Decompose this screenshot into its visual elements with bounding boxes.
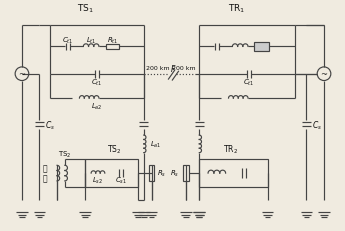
Text: 200 km: 200 km bbox=[172, 66, 196, 71]
Text: 输
入: 输 入 bbox=[43, 164, 48, 183]
Text: $\mathrm{TS}_2$: $\mathrm{TS}_2$ bbox=[107, 143, 122, 155]
Text: $R_{t1}$: $R_{t1}$ bbox=[107, 35, 118, 46]
Text: 200 km: 200 km bbox=[146, 66, 169, 71]
Text: $\mathrm{TS}_1$: $\mathrm{TS}_1$ bbox=[77, 2, 94, 15]
Text: $\mathrm{TR}_2$: $\mathrm{TR}_2$ bbox=[223, 143, 238, 155]
Bar bbox=[254, 42, 269, 52]
Bar bbox=[183, 166, 189, 181]
Text: $F$: $F$ bbox=[170, 63, 176, 74]
Text: $C_{s1}$: $C_{s1}$ bbox=[115, 175, 127, 185]
Text: $C_{t1}$: $C_{t1}$ bbox=[243, 77, 255, 87]
Bar bbox=[149, 166, 155, 181]
Text: $R_s$: $R_s$ bbox=[169, 168, 179, 178]
Bar bbox=[85, 160, 138, 187]
Text: $L_{a1}$: $L_{a1}$ bbox=[150, 139, 161, 149]
Text: $L_{t1}$: $L_{t1}$ bbox=[86, 35, 96, 46]
Bar bbox=[199, 160, 267, 187]
Text: $C_{t1}$: $C_{t1}$ bbox=[62, 35, 73, 46]
Text: $L_{s2}$: $L_{s2}$ bbox=[92, 175, 104, 185]
Bar bbox=[106, 44, 119, 50]
Text: $C_{t1}$: $C_{t1}$ bbox=[91, 77, 103, 87]
Text: $\mathrm{TS}_2$: $\mathrm{TS}_2$ bbox=[58, 149, 71, 159]
Text: $R_s$: $R_s$ bbox=[157, 168, 167, 178]
Text: $C_s$: $C_s$ bbox=[312, 119, 322, 131]
Text: $\mathrm{TR}_1$: $\mathrm{TR}_1$ bbox=[228, 2, 245, 15]
Text: $L_{a2}$: $L_{a2}$ bbox=[91, 101, 103, 112]
Text: $C_s$: $C_s$ bbox=[45, 119, 55, 131]
Text: ~: ~ bbox=[321, 70, 327, 78]
Text: ~: ~ bbox=[19, 70, 26, 78]
